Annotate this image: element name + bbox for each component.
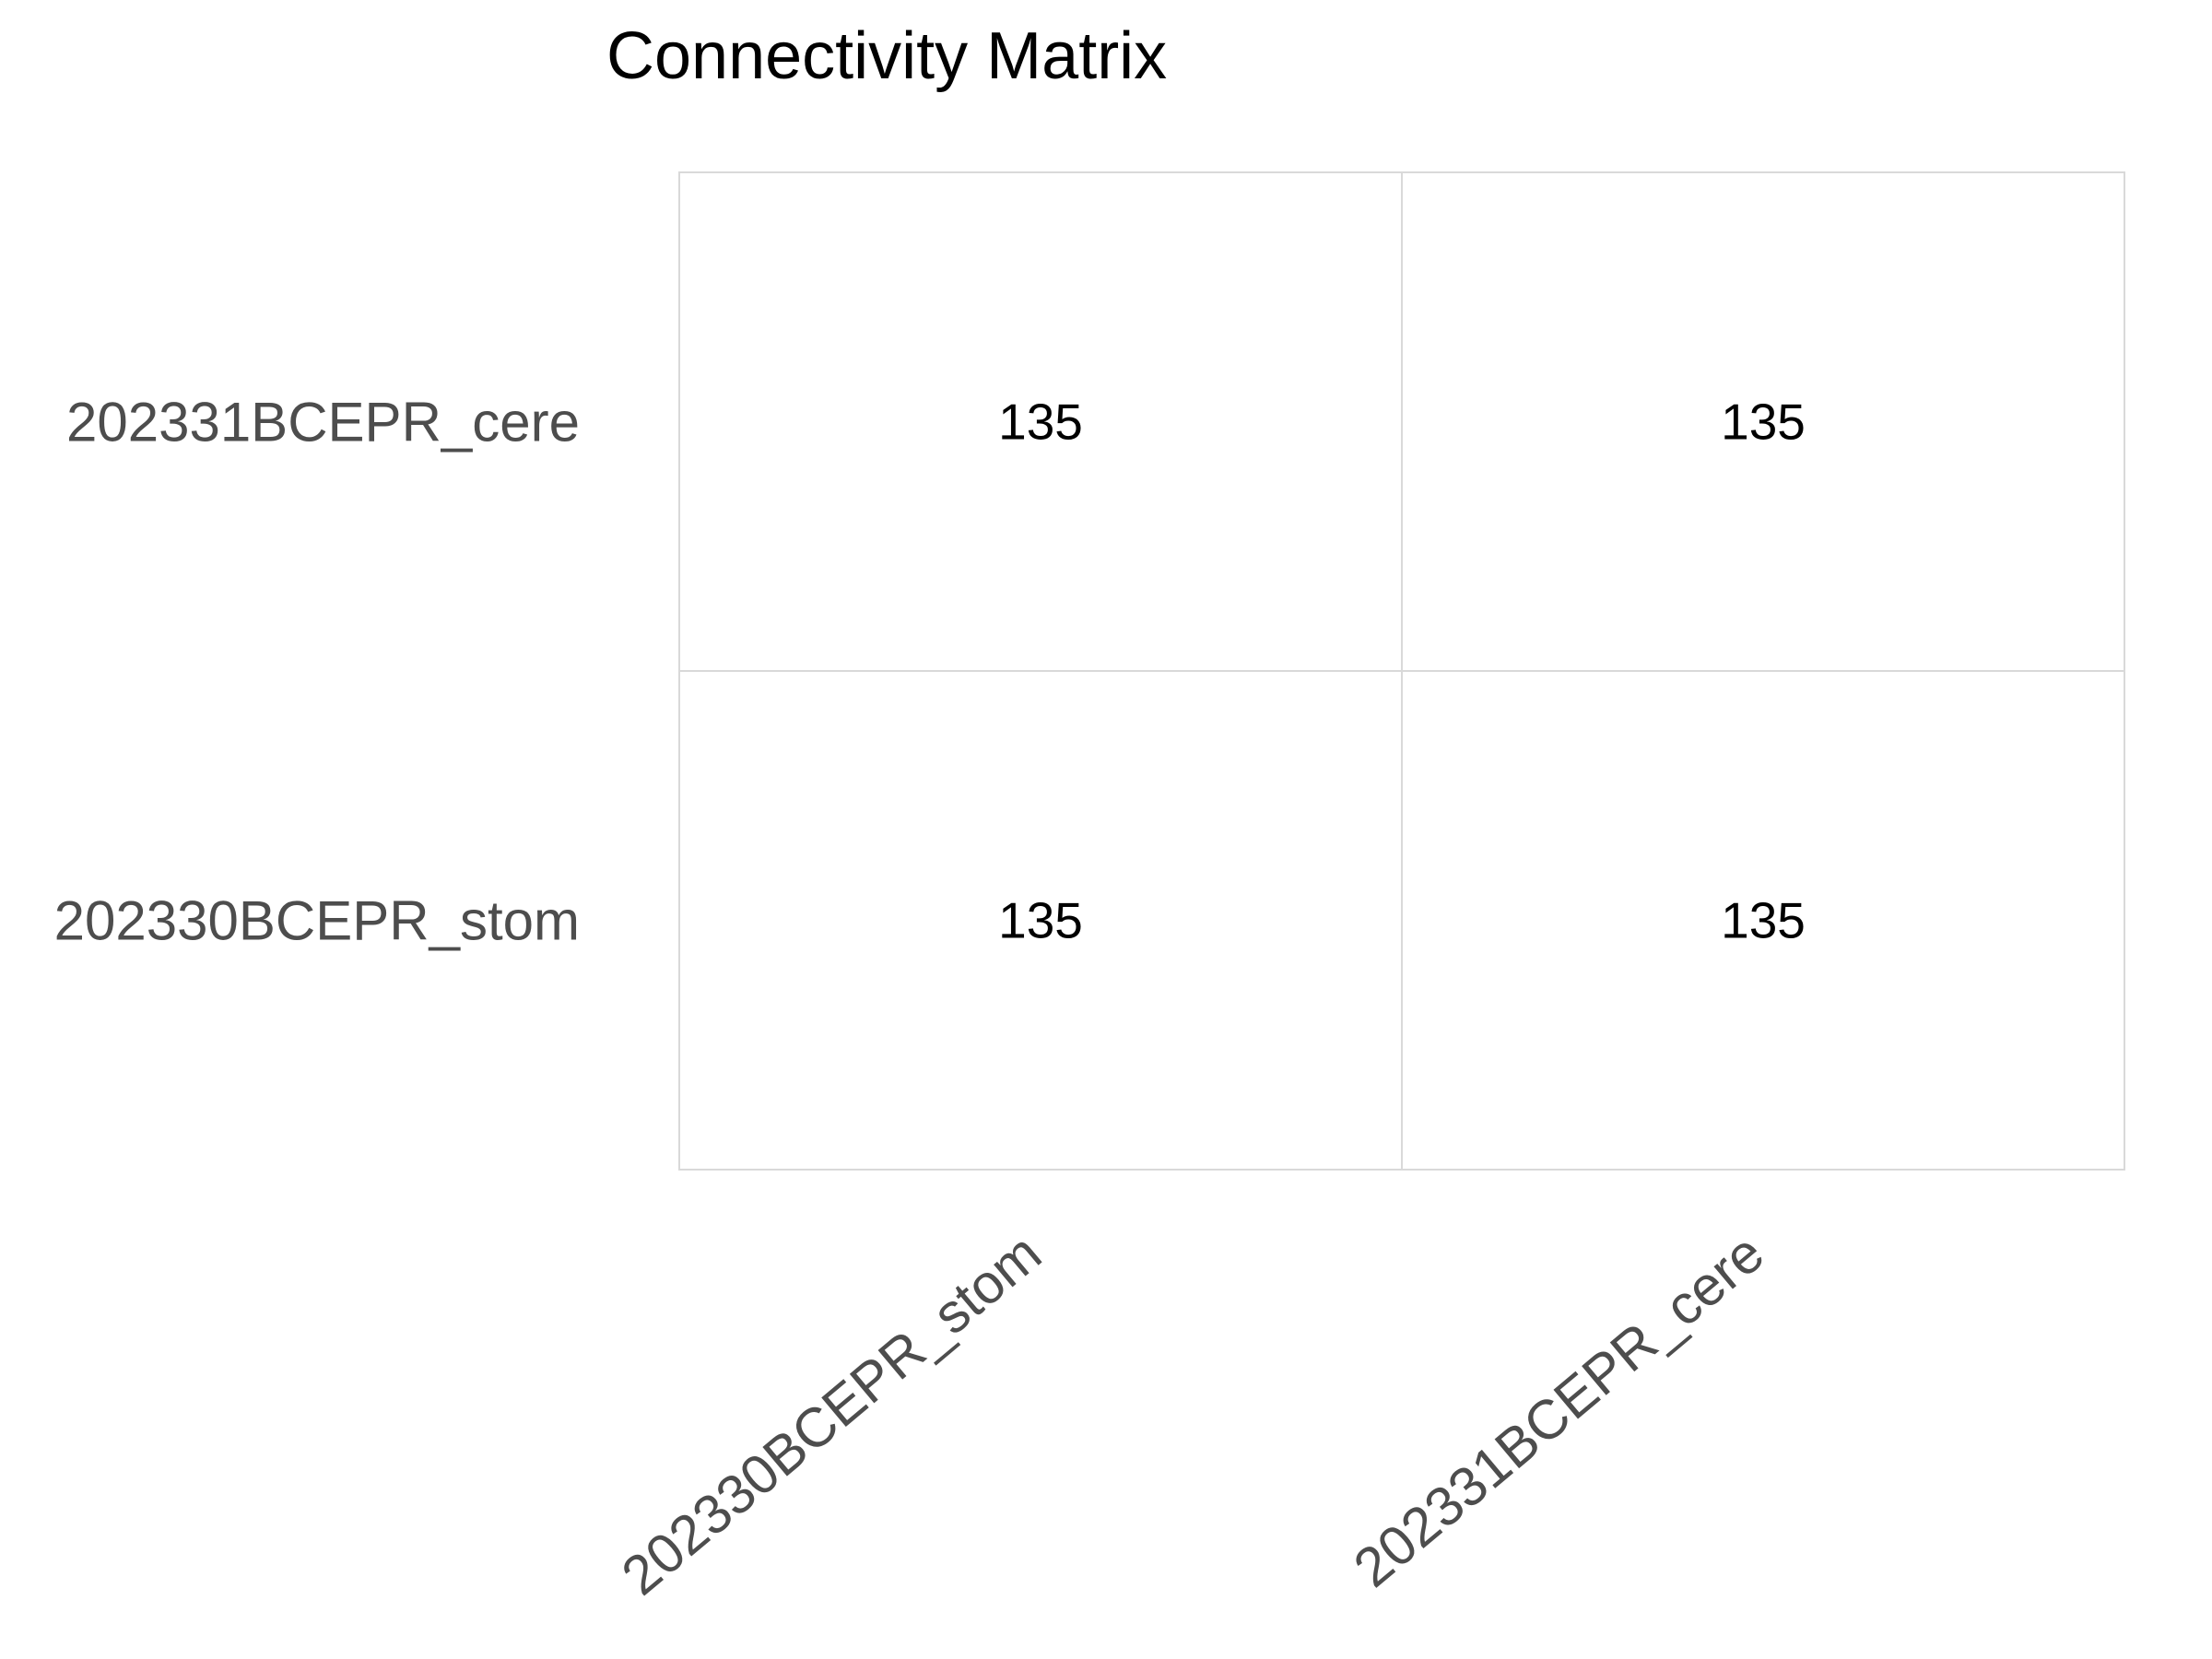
- x-axis-tick-label: 202331BCEPR_cere: [1342, 1221, 1775, 1598]
- heatmap-cell: [1401, 670, 2125, 1171]
- chart-title: Connectivity Matrix: [606, 19, 1167, 93]
- heatmap-cell: [678, 670, 1403, 1171]
- x-axis-tick-label: 202330BCEPR_stom: [610, 1221, 1053, 1606]
- heatmap-cell-value: 135: [998, 892, 1083, 949]
- x-axis-tick-labels: 202330BCEPR_stom 202331BCEPR_cere: [610, 1221, 1775, 1606]
- heatmap-cell-value: 135: [998, 394, 1083, 451]
- heatmap-cell-labels: 135 135 135 135: [998, 394, 1806, 949]
- heatmap-cell-value: 135: [1721, 892, 1806, 949]
- y-axis-tick-labels: 202331BCEPR_cere 202330BCEPR_stom: [54, 392, 580, 952]
- heatmap-cells: [678, 171, 2125, 1171]
- heatmap-cell: [1401, 171, 2125, 672]
- heatmap-cell: [678, 171, 1403, 672]
- y-axis-tick-label: 202331BCEPR_cere: [66, 392, 580, 453]
- y-axis-tick-label: 202330BCEPR_stom: [54, 890, 580, 952]
- heatmap-cell-value: 135: [1721, 394, 1806, 451]
